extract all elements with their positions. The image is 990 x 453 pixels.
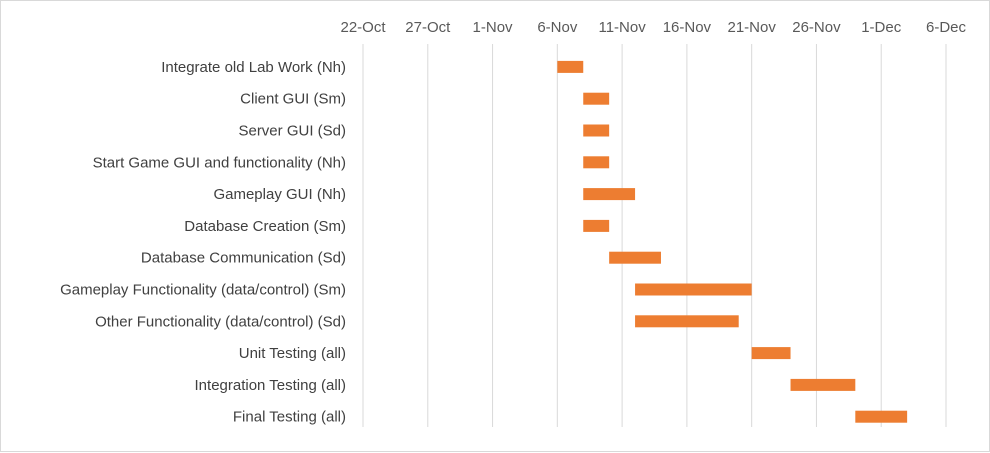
task-label: Database Communication (Sd) xyxy=(141,250,346,267)
task-label: Gameplay GUI (Nh) xyxy=(213,186,346,203)
x-tick-label: 11-Nov xyxy=(598,19,646,36)
task-bar xyxy=(583,92,610,105)
task-bar xyxy=(855,410,908,423)
task-bar xyxy=(751,347,791,360)
task-bar xyxy=(557,60,584,73)
gridlines xyxy=(362,44,947,427)
x-axis-ticks: 22-Oct 27-Oct 1-Nov 6-Nov 11-Nov 16-Nov 21-Nov… xyxy=(340,19,966,36)
task-bar xyxy=(790,378,856,391)
task-label: Gameplay Functionality (data/control) (S… xyxy=(60,282,346,299)
task-label: Start Game GUI and functionality (Nh) xyxy=(93,154,346,171)
task-label: Database Creation (Sm) xyxy=(184,218,346,235)
task-label: Client GUI (Sm) xyxy=(240,91,346,108)
task-bar xyxy=(635,283,752,296)
task-bar xyxy=(583,188,636,201)
x-tick-label: 27-Oct xyxy=(405,19,451,36)
task-label: Integrate old Lab Work (Nh) xyxy=(161,59,346,76)
task-labels: Integrate old Lab Work (Nh) Client GUI (S… xyxy=(60,59,346,426)
x-tick-label: 22-Oct xyxy=(340,19,386,36)
x-tick-label: 1-Dec xyxy=(861,19,902,36)
x-tick-label: 16-Nov xyxy=(663,19,712,36)
x-tick-label: 6-Nov xyxy=(537,19,578,36)
task-bars xyxy=(557,60,908,423)
task-bar xyxy=(583,124,610,137)
task-bar xyxy=(583,156,610,169)
task-label: Final Testing (all) xyxy=(233,409,346,426)
x-tick-label: 26-Nov xyxy=(792,19,841,36)
x-tick-label: 21-Nov xyxy=(727,19,776,36)
task-bar xyxy=(609,251,661,264)
task-bar xyxy=(635,315,739,328)
task-label: Server GUI (Sd) xyxy=(238,123,346,140)
task-label: Integration Testing (all) xyxy=(195,377,346,394)
task-bar xyxy=(583,219,610,232)
task-label: Other Functionality (data/control) (Sd) xyxy=(95,313,346,330)
task-label: Unit Testing (all) xyxy=(239,345,346,362)
x-tick-label: 6-Dec xyxy=(926,19,967,36)
x-tick-label: 1-Nov xyxy=(473,19,514,36)
